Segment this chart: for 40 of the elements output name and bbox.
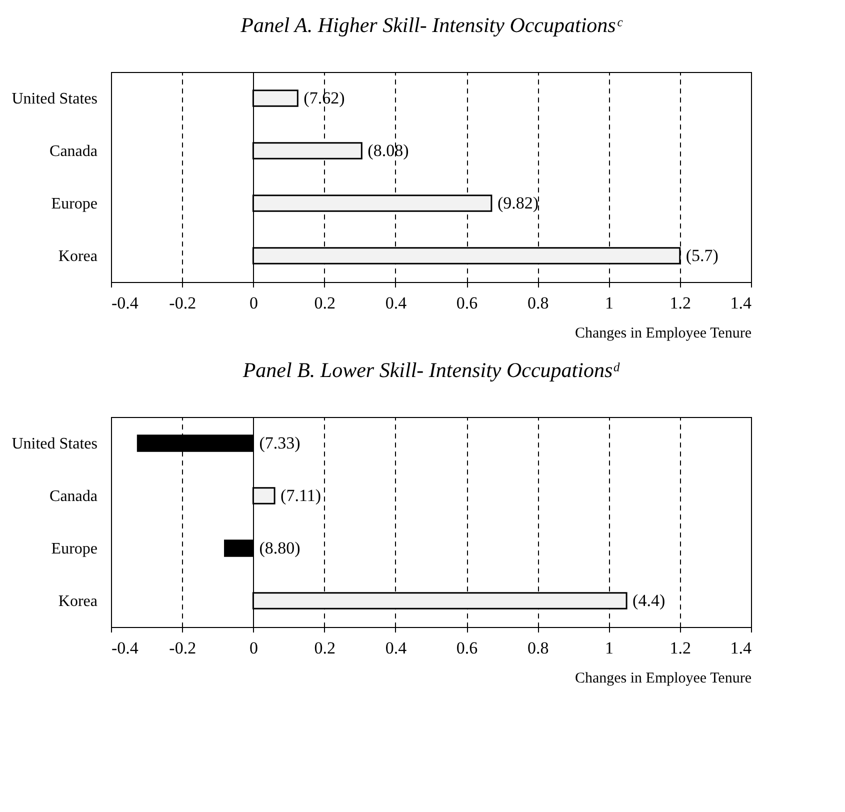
x-tick-label: -0.4	[112, 294, 139, 312]
y-tick-label: Korea	[58, 592, 98, 610]
x-tick-label: -0.4	[112, 638, 139, 658]
x-axis-title: Changes in Employee Tenure	[574, 326, 752, 342]
annotation: (7.11)	[280, 486, 322, 505]
y-tick-label: Europe	[51, 195, 98, 212]
x-tick-label: 0	[249, 294, 258, 312]
y-tick-label: Korea	[58, 248, 98, 265]
annotation: (8.08)	[368, 140, 409, 160]
x-tick-label: 0.2	[314, 294, 336, 312]
y-tick-label: Canada	[50, 488, 98, 505]
annotation: (7.62)	[304, 88, 345, 108]
y-tick-label: Canada	[50, 142, 98, 160]
chart-title: Panel B. Lower Skill- Intensity Occupationsᵈ	[242, 358, 621, 382]
x-tick-label: -0.2	[169, 638, 196, 658]
annotation: (8.80)	[259, 538, 300, 558]
x-tick-label: 0.4	[385, 638, 408, 658]
x-tick-label: 1	[605, 638, 614, 658]
x-tick-label: 0.2	[314, 638, 336, 658]
x-tick-label: 1.4	[730, 638, 752, 658]
y-tick-label: United States	[12, 90, 98, 108]
annotation: (5.7)	[686, 246, 718, 265]
x-tick-label: 1.4	[730, 294, 752, 312]
x-tick-label: -0.2	[169, 294, 196, 312]
x-tick-label: 0.6	[456, 638, 478, 658]
x-axis-title: Changes in Employee Tenure	[574, 670, 752, 686]
y-tick-label: Europe	[51, 540, 98, 558]
x-tick-label: 1.2	[670, 638, 692, 658]
x-tick-label: 1.2	[670, 294, 692, 312]
y-tick-label: United States	[12, 435, 98, 452]
annotation: (4.4)	[632, 590, 666, 610]
x-tick-label: 0.8	[528, 294, 549, 312]
x-tick-label: 0.8	[528, 638, 549, 658]
chart-title: Panel A. Higher Skill- Intensity Occupationsᶜ	[240, 13, 623, 37]
annotation: (7.33)	[259, 433, 300, 452]
x-tick-label: 1	[605, 294, 614, 312]
annotation: (9.82)	[497, 193, 539, 212]
x-tick-label: 0	[249, 638, 258, 658]
x-tick-label: 0.6	[456, 294, 478, 312]
x-tick-label: 0.4	[385, 294, 408, 312]
